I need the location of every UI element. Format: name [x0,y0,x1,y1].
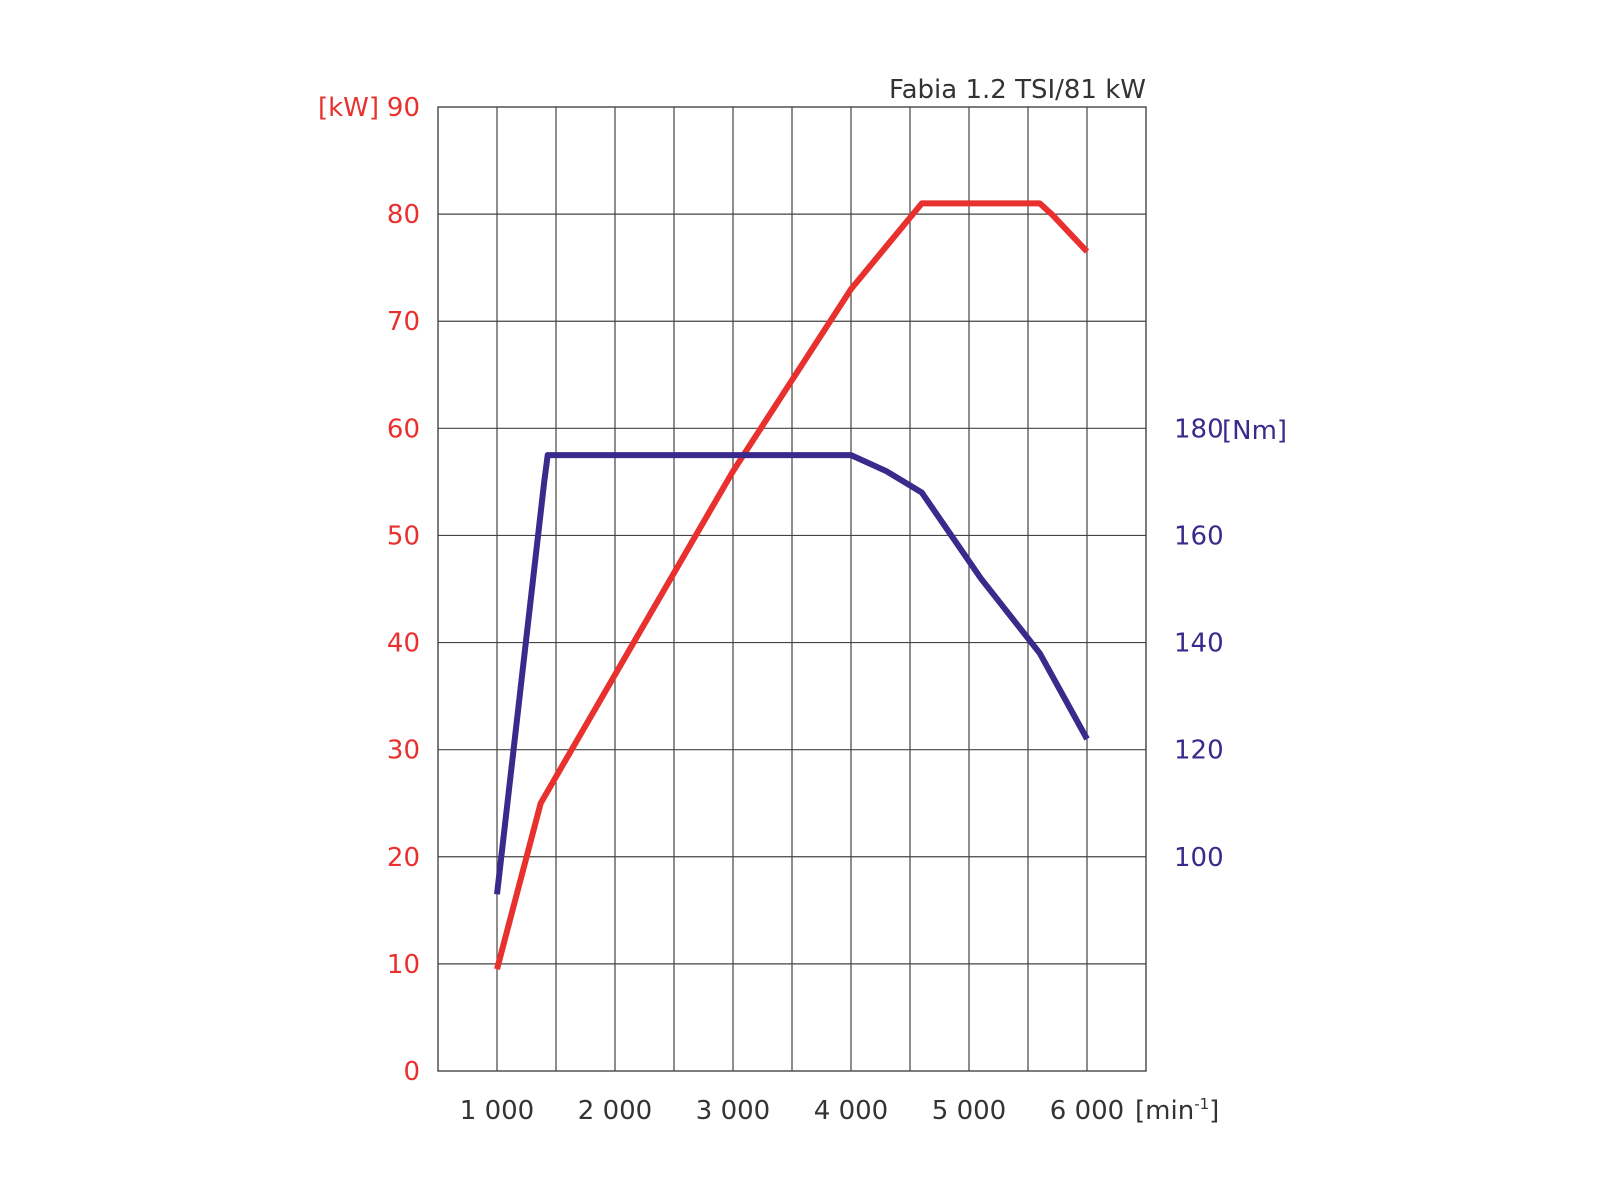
left-tick-label: 60 [387,414,420,444]
x-tick-label: 3 000 [696,1096,770,1126]
chart-title: Fabia 1.2 TSI/81 kW [889,75,1146,105]
x-tick-label: 6 000 [1050,1096,1124,1126]
right-tick-label: 140 [1174,629,1224,659]
left-axis-unit: [kW] [318,93,379,123]
right-tick-label: 120 [1174,736,1224,766]
x-axis-unit-close: ] [1209,1096,1219,1126]
right-tick-label: 160 [1174,521,1224,551]
x-tick-label: 4 000 [814,1096,888,1126]
x-tick-label: 2 000 [578,1096,652,1126]
left-tick-label: 40 [387,629,420,659]
left-tick-label: 50 [387,521,420,551]
right-tick-label: 180 [1174,414,1224,444]
left-tick-label: 70 [387,307,420,337]
chart-series [494,200,1090,970]
chart-grid [438,107,1146,1071]
left-tick-label: 90 [387,93,420,123]
left-axis-ticks: 0 10 20 30 40 50 60 70 80 90 [387,93,420,1087]
left-tick-label: 20 [387,843,420,873]
right-axis-unit: [Nm] [1222,416,1287,446]
right-tick-label: 100 [1174,843,1224,873]
x-axis-unit-sup: -1 [1194,1095,1209,1113]
left-tick-label: 80 [387,200,420,230]
x-tick-label: 1 000 [460,1096,534,1126]
plot-frame [437,106,1147,1072]
right-axis-ticks: 100 120 140 160 180 [1174,414,1224,872]
torque-series-line [494,452,1090,895]
left-tick-label: 10 [387,950,420,980]
left-tick-label: 30 [387,736,420,766]
x-tick-label: 5 000 [932,1096,1006,1126]
power-series-line [494,200,1090,970]
x-axis-unit: [min-1] [1135,1095,1219,1126]
left-tick-label: 0 [403,1057,420,1087]
x-axis-ticks: 1 000 2 000 3 000 4 000 5 000 6 000 [460,1096,1124,1126]
x-axis-unit-main: [min [1135,1096,1194,1126]
